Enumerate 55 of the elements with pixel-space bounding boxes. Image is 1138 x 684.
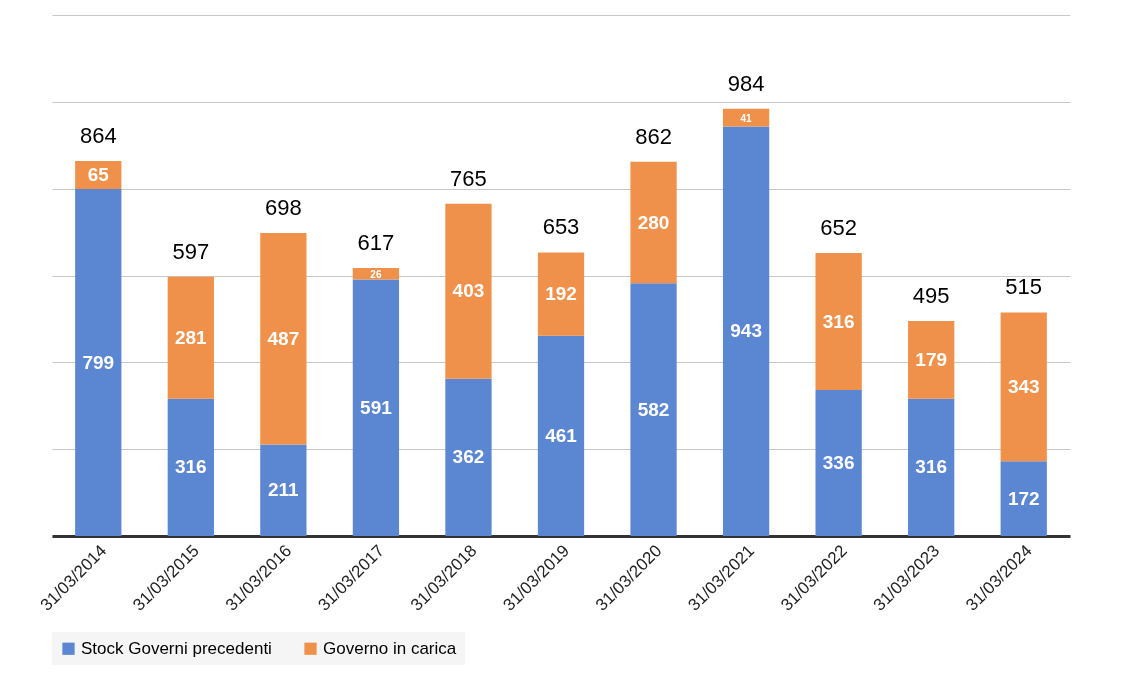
data-label: 582 [637,398,670,420]
total-label: 597 [172,238,210,264]
data-label: 461 [545,424,578,446]
total-label: 984 [727,70,765,96]
bar [445,203,492,379]
data-label: 280 [637,211,670,233]
bar [75,189,122,536]
data-label: 281 [174,326,208,348]
bar [1000,312,1047,462]
total-label: 617 [357,230,395,256]
data-label: 403 [452,280,485,302]
bar [167,276,214,399]
bar [908,398,955,536]
bar [537,252,585,336]
data-label: 943 [730,320,762,342]
bar [722,126,770,536]
bar [1000,461,1047,536]
bar [352,279,400,536]
bar [815,252,862,391]
data-label: 316 [174,456,207,478]
data-label: 487 [267,327,300,349]
bar [722,108,770,127]
total-label: 698 [265,194,302,220]
bar [537,335,585,536]
data-label: 336 [822,452,855,474]
data-label: 41 [740,112,753,124]
bar [630,283,677,536]
data-label: 799 [82,351,115,373]
data-label: 343 [1007,375,1040,397]
data-label: 172 [1007,487,1040,509]
legend-label: Stock Governi precedenti [81,638,272,658]
total-label: 862 [635,123,672,149]
bar [908,321,955,399]
total-label: 652 [820,214,857,240]
data-label: 362 [452,446,485,468]
bar [260,232,307,445]
bar [445,378,492,536]
total-label: 765 [450,165,487,191]
bar [630,161,677,284]
total-label: 864 [79,122,117,148]
data-label: 26 [370,268,382,280]
data-label: 316 [822,310,855,332]
total-label: 653 [542,214,580,240]
data-label: 591 [360,396,393,418]
total-label: 515 [1005,274,1043,300]
bar [260,444,307,536]
data-label: 316 [915,456,948,478]
bar [815,390,862,536]
data-label: 65 [87,163,110,185]
bar [167,398,214,536]
legend-label: Governo in carica [323,638,457,658]
total-label: 495 [912,283,950,309]
data-label: 179 [915,348,948,370]
data-label: 211 [268,479,300,501]
data-label: 192 [545,283,577,305]
